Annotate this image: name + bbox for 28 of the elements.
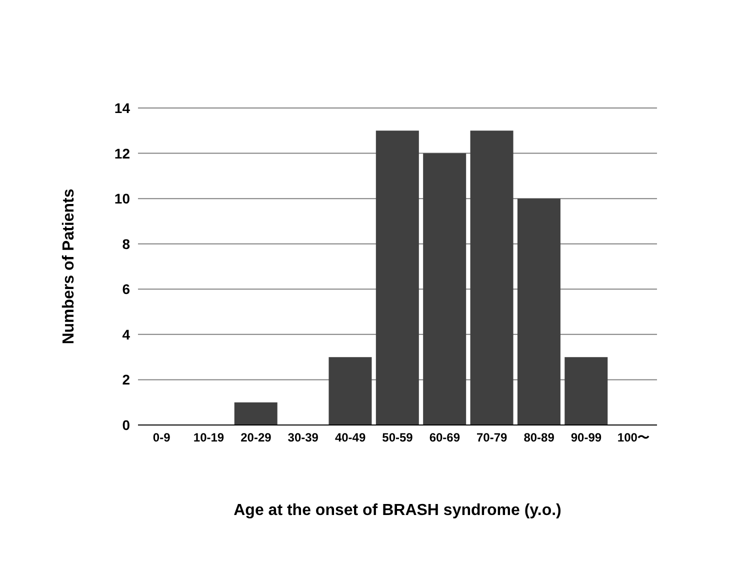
y-axis-title: Numbers of Patients bbox=[60, 188, 78, 344]
x-tick-label: 20-29 bbox=[240, 430, 272, 445]
x-tick-label: 100〜 bbox=[617, 430, 650, 445]
bar bbox=[470, 130, 514, 425]
bar bbox=[564, 357, 608, 425]
y-tick-label: 8 bbox=[122, 236, 130, 252]
bar bbox=[234, 402, 278, 425]
x-tick-label: 60-69 bbox=[429, 430, 460, 445]
bar bbox=[328, 357, 372, 425]
x-tick-label: 40-49 bbox=[334, 430, 366, 445]
x-tick-label: 50-59 bbox=[382, 430, 414, 445]
x-tick-label: 10-19 bbox=[193, 430, 224, 445]
x-tick-label: 80-89 bbox=[524, 430, 555, 445]
y-tick-label: 14 bbox=[114, 100, 130, 116]
bar bbox=[423, 153, 466, 425]
bar bbox=[517, 198, 560, 425]
y-tick-label: 10 bbox=[114, 190, 130, 207]
x-tick-label: 70-79 bbox=[476, 430, 508, 445]
y-tick-label: 12 bbox=[114, 145, 130, 162]
bar bbox=[376, 130, 419, 425]
x-axis-title: Age at the onset of BRASH syndrome (y.o.) bbox=[234, 502, 562, 519]
y-tick-label: 2 bbox=[122, 372, 130, 388]
y-tick-label: 0 bbox=[122, 416, 130, 433]
x-tick-label: 90-99 bbox=[570, 430, 602, 445]
x-tick-label: 0-9 bbox=[152, 430, 171, 445]
y-tick-label: 6 bbox=[122, 281, 130, 298]
x-tick-label: 30-39 bbox=[288, 430, 319, 445]
y-tick-label: 4 bbox=[122, 326, 130, 342]
